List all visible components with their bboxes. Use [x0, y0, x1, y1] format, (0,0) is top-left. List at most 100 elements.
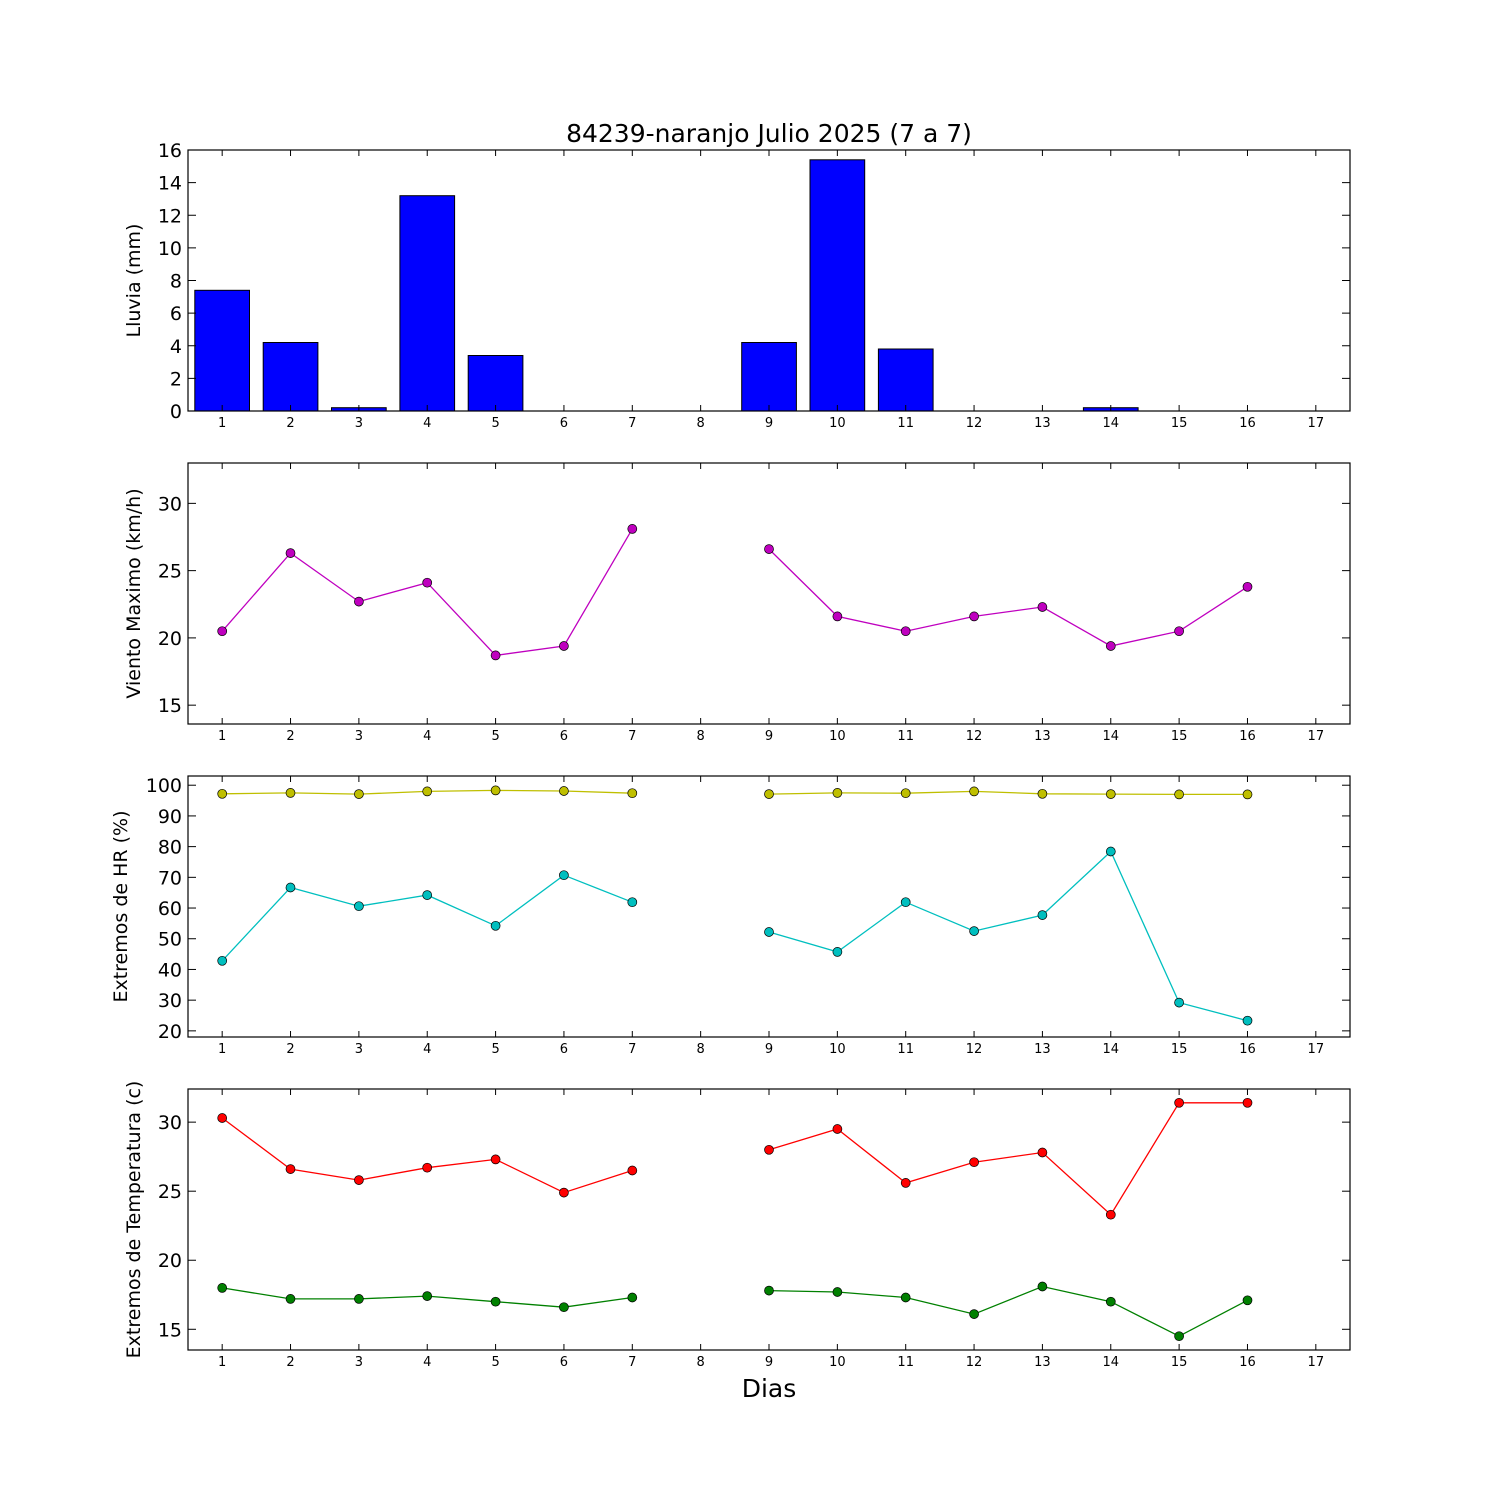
temperature-series-1-point-day-4: [422, 1291, 433, 1301]
wind-xtick-label: 16: [1239, 729, 1256, 744]
wind-xtick-label: 1: [218, 729, 226, 744]
temperature-series-0-point-day-5: [490, 1154, 501, 1165]
wind-ytick-label: 25: [158, 561, 182, 583]
temperature-xtick-label: 8: [697, 1355, 705, 1370]
humidity-series-1-point-day-1: [217, 955, 228, 966]
temperature-series-1-point-day-7: [627, 1292, 638, 1303]
wind-xtick-label: 14: [1102, 729, 1119, 744]
humidity-ytick-label: 20: [158, 1021, 182, 1043]
humidity-series-0-point-day-11: [900, 788, 911, 799]
rain-xtick-label: 3: [355, 416, 363, 431]
temperature-series-1-point-day-10: [832, 1287, 843, 1297]
humidity-series-1-point-day-9: [764, 927, 774, 937]
wind-xtick-label: 12: [966, 729, 983, 744]
wind-xtick-label: 3: [355, 729, 363, 744]
temperature-ytick-label: 20: [158, 1250, 182, 1272]
temperature-xtick-label: 11: [897, 1355, 914, 1370]
wind-xtick-label: 6: [560, 729, 568, 744]
wind-xtick-label: 11: [897, 729, 914, 744]
humidity-series-0-point-day-15: [1174, 789, 1184, 800]
humidity-series-1-point-day-13: [1037, 910, 1048, 920]
temperature-xtick-label: 12: [966, 1355, 983, 1370]
humidity-xtick-label: 2: [286, 1042, 294, 1057]
wind-xtick-label: 10: [829, 729, 846, 744]
rain-bar-day-1: [194, 289, 251, 412]
wind-xtick-label: 5: [491, 729, 499, 744]
temperature-series-0-point-day-11: [900, 1178, 911, 1188]
temperature-series-1-point-day-3: [354, 1294, 364, 1304]
temperature-series-1-point-day-5: [490, 1296, 501, 1307]
temperature-series-1-line-1: [768, 1285, 1248, 1337]
humidity-xtick-label: 8: [697, 1042, 705, 1057]
rain-ytick-label: 4: [170, 336, 182, 358]
rain-xtick-label: 10: [829, 416, 846, 431]
rain-bar-day-11: [877, 348, 934, 412]
humidity-series-1-point-day-15: [1174, 997, 1184, 1008]
humidity-ytick-label: 60: [158, 898, 182, 920]
temperature-series-1-point-day-15: [1174, 1331, 1184, 1342]
rain-xtick-label: 9: [765, 416, 773, 431]
temperature-ytick-label: 30: [158, 1112, 182, 1134]
rain-xtick-label: 17: [1308, 416, 1325, 431]
wind-ytick-label: 20: [158, 628, 182, 650]
temperature-xtick-label: 2: [286, 1355, 294, 1370]
humidity-xtick-label: 11: [897, 1042, 914, 1057]
rain-ytick-label: 14: [158, 173, 182, 195]
temperature-series-0-point-day-4: [422, 1162, 433, 1173]
temperature-series-1-point-day-11: [900, 1292, 911, 1303]
humidity-xtick-label: 3: [355, 1042, 363, 1057]
humidity-series-1-line-1: [768, 850, 1248, 1022]
rain-ytick-label: 2: [170, 368, 182, 390]
rain-xtick-label: 4: [423, 416, 431, 431]
temperature-series-0-point-day-6: [559, 1187, 569, 1198]
humidity-series-1-point-day-14: [1105, 846, 1116, 857]
rain-xtick-label: 12: [966, 416, 983, 431]
humidity-series-0-point-day-2: [285, 788, 296, 798]
rain-ytick-label: 10: [158, 238, 182, 260]
wind-ytick-label: 15: [158, 695, 182, 717]
humidity-series-0-point-day-12: [969, 786, 979, 797]
temperature-series-0-point-day-9: [764, 1144, 774, 1155]
wind-series-0-point-day-4: [422, 577, 433, 588]
humidity-series-1-point-day-6: [559, 870, 569, 881]
x-axis-label: Dias: [742, 1374, 797, 1403]
wind-series-0-point-day-3: [354, 596, 364, 607]
wind-series-0-point-day-9: [764, 544, 774, 554]
rain-ytick-label: 16: [158, 140, 182, 162]
humidity-series-1-point-day-7: [627, 897, 638, 908]
temperature-series-1-point-day-9: [764, 1285, 774, 1296]
temperature-series-0-point-day-10: [832, 1124, 843, 1134]
wind-xtick-label: 4: [423, 729, 431, 744]
rain-bar-day-9: [741, 342, 797, 412]
wind-series-0-point-day-10: [832, 611, 843, 622]
temperature-series-0-point-day-2: [285, 1164, 296, 1174]
wind-panel: 1 2 3 4 5 6 7 8 9 10 11 12 13 14 15 16 1715202530Viento …: [123, 462, 1351, 744]
humidity-series-0-point-day-10: [832, 788, 843, 798]
humidity-ytick-label: 90: [158, 806, 182, 828]
humidity-series-0-point-day-7: [627, 788, 638, 799]
temperature-series-0-line-1: [768, 1102, 1248, 1216]
temperature-series-0-point-day-14: [1105, 1209, 1116, 1220]
temperature-series-1-point-day-16: [1242, 1295, 1253, 1306]
humidity-series-0-point-day-4: [422, 786, 433, 797]
temperature-xtick-label: 6: [560, 1355, 568, 1370]
chart-title: 84239-naranjo Julio 2025 (7 a 7): [566, 119, 972, 148]
temperature-series-1-point-day-12: [969, 1309, 979, 1319]
temperature-xtick-label: 10: [829, 1355, 846, 1370]
wind-ytick-label: 30: [158, 493, 182, 515]
humidity-xtick-label: 1: [218, 1042, 226, 1057]
humidity-series-1-point-day-12: [969, 926, 979, 936]
humidity-xtick-label: 6: [560, 1042, 568, 1057]
temperature-series-0-point-day-1: [217, 1113, 228, 1123]
temperature-xtick-label: 15: [1171, 1355, 1188, 1370]
wind-xtick-label: 13: [1034, 729, 1051, 744]
rain-bar-day-4: [399, 195, 456, 412]
rain-bar-day-10: [809, 159, 866, 412]
rain-xtick-label: 14: [1102, 416, 1119, 431]
temperature-xtick-label: 16: [1239, 1355, 1256, 1370]
wind-series-0-point-day-7: [627, 524, 638, 534]
temperature-xtick-label: 14: [1102, 1355, 1119, 1370]
temperature-series-1-point-day-2: [285, 1294, 296, 1304]
